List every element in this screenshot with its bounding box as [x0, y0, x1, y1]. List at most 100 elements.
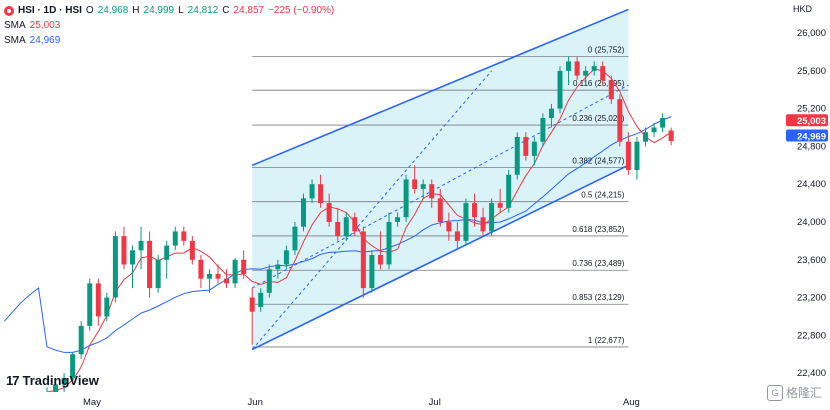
candle-body-48	[454, 231, 460, 241]
sma-fast-row[interactable]: SMA 25,003	[4, 18, 334, 33]
close-value: 24,857	[233, 5, 265, 16]
candle-body-53	[497, 203, 503, 208]
y-tick-label-5: 24,000	[797, 217, 826, 228]
open-label: O	[85, 5, 94, 16]
candle-71	[651, 122, 657, 137]
fib-level-label-4: 0.5 (24,215)	[581, 191, 624, 200]
candle-body-36	[352, 217, 358, 232]
candle-body-55	[514, 136, 520, 175]
candle-body-64	[591, 66, 597, 71]
fib-level-label-0: 0 (25,752)	[588, 45, 625, 54]
candle-19	[206, 269, 212, 293]
candle-body-52	[489, 203, 495, 232]
candle-body-3	[70, 354, 76, 378]
candle-15	[172, 226, 178, 251]
candle-body-71	[651, 127, 657, 133]
fib-level-label-2: 0.236 (25,026)	[572, 114, 624, 123]
candle-body-42	[403, 179, 409, 218]
candle-14	[164, 240, 170, 279]
candle-body-15	[172, 231, 178, 246]
candle-body-22	[232, 259, 238, 284]
candle-58	[540, 113, 546, 147]
tradingview-logo-text: TradingView	[22, 373, 99, 388]
candle-body-6	[95, 283, 101, 317]
price-tag-bg-0	[786, 114, 828, 127]
candle-body-66	[608, 80, 614, 100]
candle-body-45	[429, 184, 435, 199]
candle-41	[395, 212, 401, 227]
y-tick-label-3: 24,800	[797, 141, 826, 152]
candle-63	[583, 66, 589, 86]
candle-body-38	[369, 255, 375, 289]
candle-body-10	[130, 250, 135, 265]
candle-54	[506, 170, 512, 213]
channel-upper-line	[251, 8, 629, 167]
candle-49	[463, 198, 469, 246]
candle-body-30	[301, 198, 306, 227]
candle-34	[335, 207, 341, 241]
candle-body-26	[266, 269, 272, 293]
price-tag-label-1: 24,969	[797, 131, 826, 142]
candle-body-67	[617, 99, 623, 142]
candle-body-7	[104, 297, 110, 317]
candle-45	[429, 179, 435, 208]
high-value: 24,999	[143, 5, 175, 16]
candle-40	[386, 212, 392, 270]
candle-body-69	[634, 141, 640, 171]
candle-body-32	[318, 184, 324, 204]
sma-slow-line	[3, 116, 672, 353]
fib-level-label-6: 0.736 (23,489)	[572, 259, 624, 268]
candle-18	[198, 255, 204, 289]
candle-body-5	[87, 283, 93, 326]
candle-60	[557, 66, 563, 114]
candle-body-23	[241, 259, 247, 274]
candle-29	[292, 221, 298, 256]
candle-body-49	[463, 203, 469, 241]
candle-50	[472, 193, 477, 227]
candle-61	[566, 56, 572, 86]
symbol-label[interactable]: HSI · 1D · HSI	[18, 5, 82, 16]
candle-body-41	[395, 217, 401, 222]
tradingview-logo-icon: 17	[6, 373, 20, 388]
candle-44	[420, 179, 426, 199]
x-tick-label-3: Aug	[623, 397, 640, 408]
high-label: H	[132, 5, 140, 16]
candle-7	[104, 292, 110, 322]
dashed-trend-line-1	[251, 84, 629, 289]
candle-36	[352, 212, 358, 237]
candle-body-56	[523, 136, 529, 156]
candle-body-14	[164, 245, 170, 260]
candle-body-4	[78, 325, 84, 355]
y-tick-label-1: 25,600	[797, 66, 826, 77]
candle-62	[574, 56, 580, 81]
candle-body-47	[446, 221, 452, 232]
candle-22	[232, 257, 238, 289]
sma-slow-row[interactable]: SMA 24,969	[4, 33, 334, 48]
candle-42	[403, 174, 409, 222]
candle-24	[249, 288, 255, 345]
candle-3	[70, 352, 76, 383]
y-tick-label-0: 26,000	[797, 28, 826, 39]
candle-body-62	[574, 61, 580, 76]
candle-33	[326, 193, 332, 227]
candle-body-1	[53, 384, 59, 393]
candle-64	[591, 61, 597, 76]
channel-fill	[252, 9, 629, 350]
low-value: 24,812	[187, 5, 219, 16]
currency-label[interactable]: HKD	[792, 4, 812, 14]
candle-body-12	[147, 240, 153, 289]
price-axis-bg	[784, 0, 830, 410]
candle-body-2	[61, 377, 67, 385]
candle-28	[283, 245, 289, 270]
sma-fast-label: SMA	[4, 20, 26, 31]
candle-body-40	[386, 221, 392, 265]
chart-legend: HSI · 1D · HSI O 24,968 H 24,999 L 24,812 C…	[4, 3, 334, 48]
candle-10	[130, 245, 135, 289]
candle-body-13	[155, 259, 161, 289]
candle-2	[61, 373, 67, 392]
candle-20	[215, 264, 221, 284]
candle-body-17	[189, 240, 195, 260]
candle-6	[95, 278, 101, 326]
candle-body-28	[283, 250, 289, 265]
